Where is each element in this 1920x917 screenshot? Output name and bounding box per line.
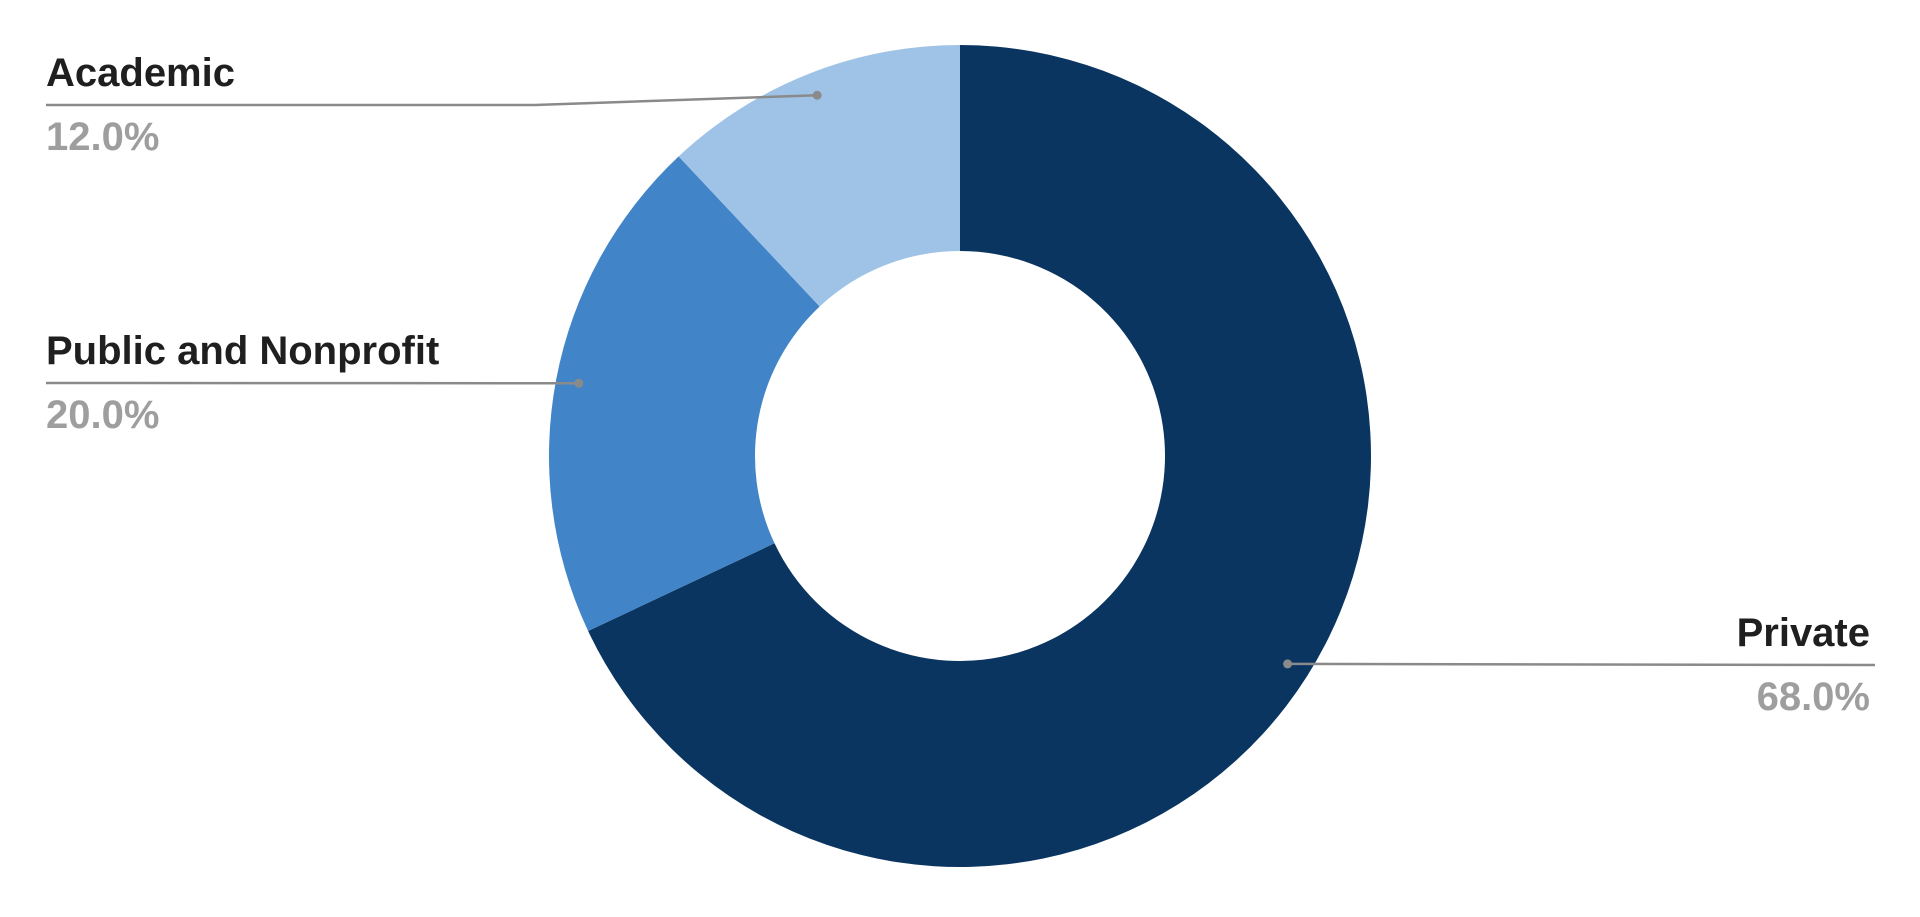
leader-line-academic xyxy=(46,95,817,105)
value-label-academic: 12.0% xyxy=(46,115,159,159)
category-label-academic: Academic xyxy=(46,51,235,95)
category-label-private: Private xyxy=(1737,611,1870,655)
leader-line-private xyxy=(1288,664,1875,665)
slices-group xyxy=(549,45,1371,867)
value-label-private: 68.0% xyxy=(1757,675,1870,719)
value-label-public-and-nonprofit: 20.0% xyxy=(46,393,159,437)
category-label-public-and-nonprofit: Public and Nonprofit xyxy=(46,329,439,373)
